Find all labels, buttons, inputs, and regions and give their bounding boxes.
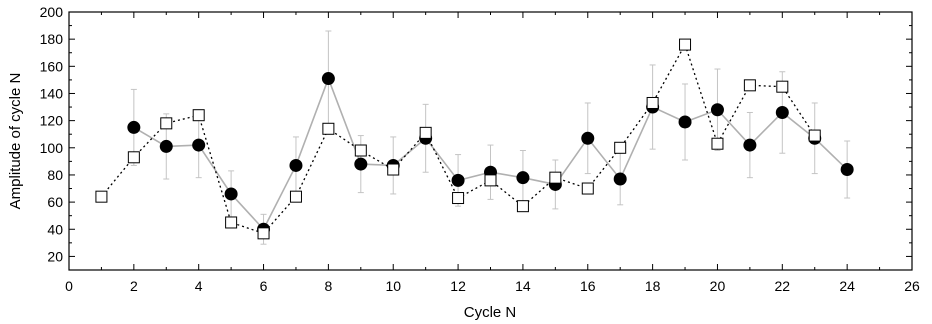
x-axis-label: Cycle N xyxy=(464,304,517,321)
series-2-point xyxy=(419,126,432,139)
y-axis: 20 40 60 80 100 120 140 160 180 200 xyxy=(40,4,912,271)
series-1-point xyxy=(127,120,141,134)
series-1-point xyxy=(840,163,854,177)
series-1-point xyxy=(451,173,465,187)
series-2-point xyxy=(322,122,335,135)
series-1-point xyxy=(710,103,724,117)
series-2-point xyxy=(192,109,205,122)
y-tick-label: 80 xyxy=(47,167,63,183)
series-2-point xyxy=(516,200,529,213)
series-2-point xyxy=(808,129,821,142)
y-tick-label: 40 xyxy=(47,221,63,237)
series-2-point xyxy=(776,80,789,93)
series-1-point xyxy=(192,138,206,152)
series-2-point xyxy=(95,190,108,203)
series-2-point xyxy=(289,190,302,203)
y-tick-label: 200 xyxy=(40,4,64,20)
y-tick-label: 160 xyxy=(40,58,64,74)
series-2-point xyxy=(484,174,497,187)
series-1-point xyxy=(321,72,335,86)
x-tick-label: 24 xyxy=(839,278,855,294)
series-2-point xyxy=(614,141,627,154)
x-tick-label: 12 xyxy=(450,278,466,294)
series-markers xyxy=(95,38,854,240)
series-2-point xyxy=(127,151,140,164)
y-tick-label: 180 xyxy=(40,31,64,47)
series-2-point xyxy=(711,137,724,150)
x-tick-label: 26 xyxy=(904,278,920,294)
x-tick-label: 20 xyxy=(710,278,726,294)
y-tick-label: 120 xyxy=(40,113,64,129)
x-tick-label: 16 xyxy=(580,278,596,294)
series-2-point xyxy=(646,96,659,109)
y-tick-label: 20 xyxy=(47,248,63,264)
y-tick-label: 140 xyxy=(40,85,64,101)
y-tick-label: 60 xyxy=(47,194,63,210)
series-2-point xyxy=(549,171,562,184)
x-tick-label: 2 xyxy=(130,278,138,294)
series-2-point xyxy=(679,38,692,51)
series-1-point xyxy=(354,157,368,171)
x-tick-label: 4 xyxy=(195,278,203,294)
series-1-point xyxy=(581,131,595,145)
series-1-point xyxy=(159,139,173,153)
x-tick-label: 0 xyxy=(65,278,73,294)
series-1-point xyxy=(743,138,757,152)
series-1-point xyxy=(289,158,303,172)
series-1-point xyxy=(516,171,530,185)
y-axis-label: Amplitude of cycle N xyxy=(7,73,24,210)
x-tick-label: 8 xyxy=(324,278,332,294)
x-tick-label: 18 xyxy=(645,278,661,294)
series-1-point xyxy=(678,115,692,129)
x-tick-label: 22 xyxy=(775,278,791,294)
y-tick-label: 100 xyxy=(40,140,64,156)
x-tick-label: 14 xyxy=(515,278,531,294)
series-2-point xyxy=(225,216,238,229)
series-1-point xyxy=(613,172,627,186)
series-2-point xyxy=(452,192,465,205)
x-axis: 0 2 4 6 8 10 12 14 16 18 20 22 24 26 xyxy=(65,12,920,294)
series-2-point xyxy=(387,163,400,176)
series-2-point xyxy=(160,117,173,130)
series-1-point xyxy=(775,105,789,119)
series-lines xyxy=(100,42,848,235)
series-2-point xyxy=(257,227,270,240)
x-tick-label: 6 xyxy=(260,278,268,294)
x-tick-label: 10 xyxy=(385,278,401,294)
series-2-point xyxy=(581,182,594,195)
series-2-point xyxy=(743,79,756,92)
series-1-point xyxy=(224,187,238,201)
series-2-point xyxy=(354,144,367,157)
